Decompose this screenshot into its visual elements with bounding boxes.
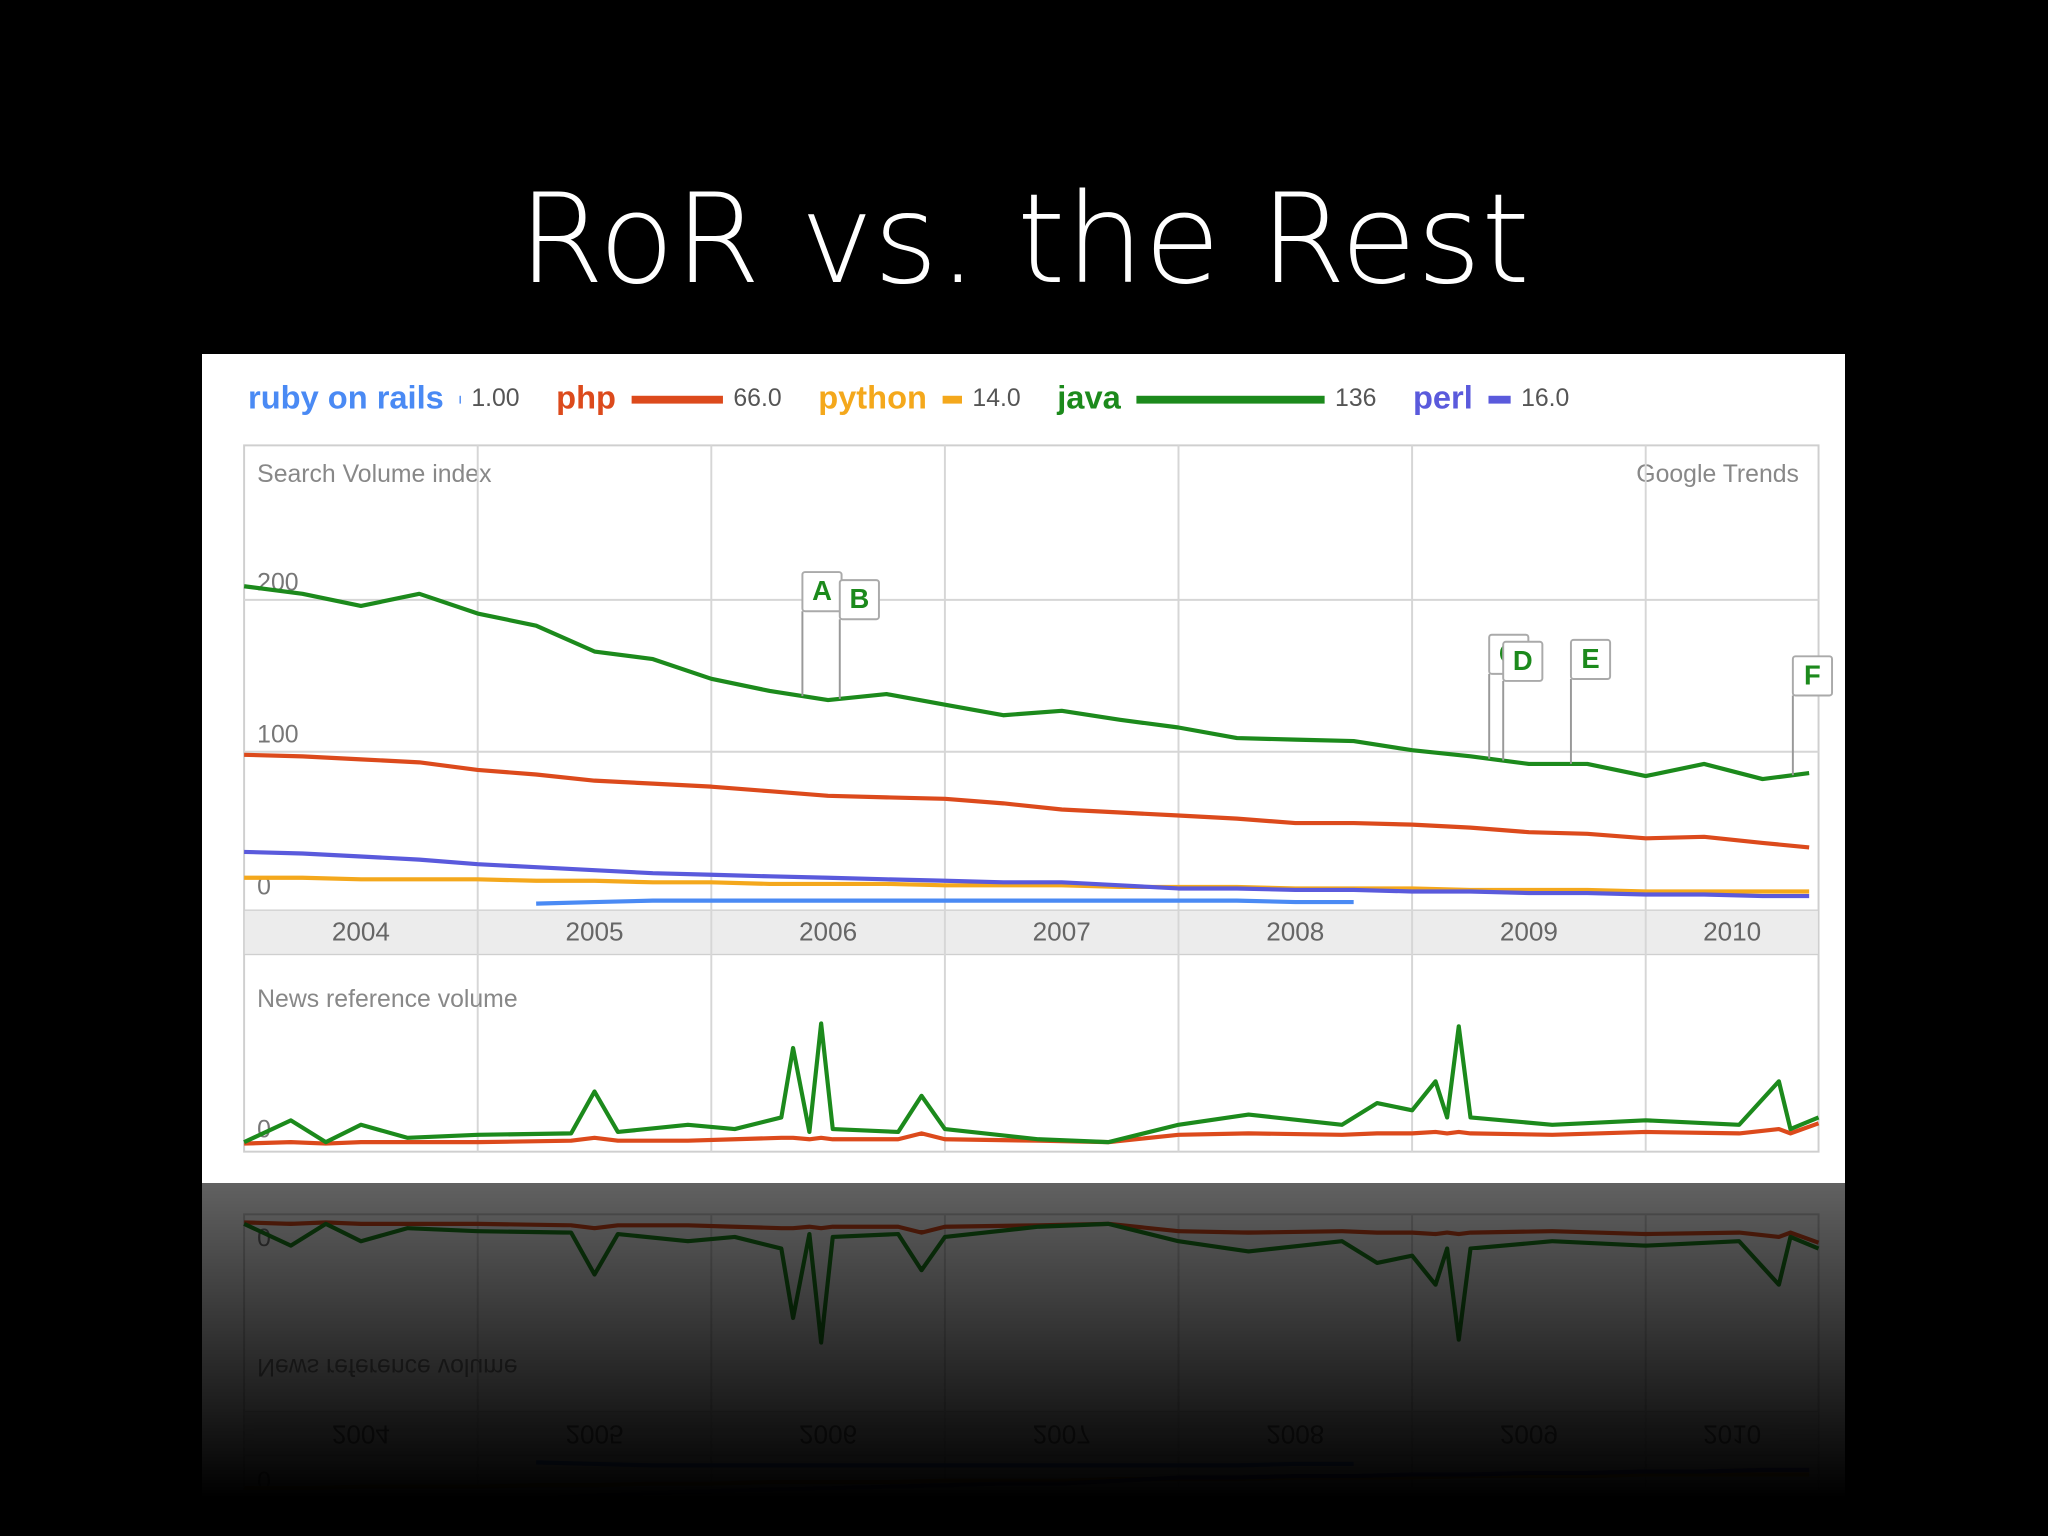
plot-frame xyxy=(243,444,1820,1153)
chart: Search Volume index Google Trends 2004 2005… xyxy=(243,378,1834,1153)
legend-value: 136 xyxy=(1335,385,1376,412)
annotation-flag xyxy=(1569,638,1612,681)
source-label: Google Trends xyxy=(1636,461,1799,488)
series-line xyxy=(536,898,1354,906)
legend-value: 14.0 xyxy=(972,385,1020,412)
annotation-label: B xyxy=(849,583,869,614)
series-line xyxy=(244,752,1810,850)
annotation-flag xyxy=(838,579,880,621)
legend-label: java xyxy=(1056,378,1121,415)
series-line xyxy=(244,875,1810,894)
series-line xyxy=(244,1121,1820,1146)
legend-bar xyxy=(1488,395,1511,404)
year-band xyxy=(243,909,1820,956)
legend-label: ruby on rails xyxy=(248,378,444,415)
chart-panel: Search Volume index Google Trends 2004 2005… xyxy=(202,354,1845,1183)
x-tick-label: 2009 xyxy=(1500,917,1558,947)
series-line xyxy=(243,1021,1820,1145)
panel-label: Search Volume index xyxy=(257,461,492,488)
x-tick-label: 2008 xyxy=(1266,917,1324,947)
annotation-flag xyxy=(1502,640,1544,682)
annotation-label: E xyxy=(1581,643,1599,674)
slide-title: RoR vs. the Rest xyxy=(518,168,1530,312)
legend-label: php xyxy=(556,378,616,415)
legend-value: 66.0 xyxy=(733,385,781,412)
x-tick-label: 2006 xyxy=(799,917,857,947)
annotation-label: D xyxy=(1513,645,1533,676)
series-line xyxy=(243,584,1810,782)
annotation-flag xyxy=(1791,655,1834,697)
legend-label: perl xyxy=(1413,378,1473,415)
x-tick-label: 2007 xyxy=(1033,917,1091,947)
x-tick-label: 2005 xyxy=(565,917,623,947)
legend-value: 16.0 xyxy=(1521,385,1569,412)
series-line xyxy=(244,849,1810,899)
legend-bar xyxy=(942,395,962,404)
annotation-label: A xyxy=(812,575,832,606)
legend-label: python xyxy=(818,378,927,415)
legend-bar xyxy=(1136,395,1325,404)
y-tick-label: 100 xyxy=(257,722,298,749)
x-tick-label: 2010 xyxy=(1703,917,1761,947)
x-tick-label: 2004 xyxy=(332,917,390,947)
panel-label: News reference volume xyxy=(257,986,517,1013)
y-tick-label: 0 xyxy=(257,874,271,901)
legend-value: 1.00 xyxy=(471,385,519,412)
legend-bar xyxy=(631,395,723,404)
annotation-label: F xyxy=(1804,659,1821,690)
legend-bar xyxy=(459,395,461,404)
